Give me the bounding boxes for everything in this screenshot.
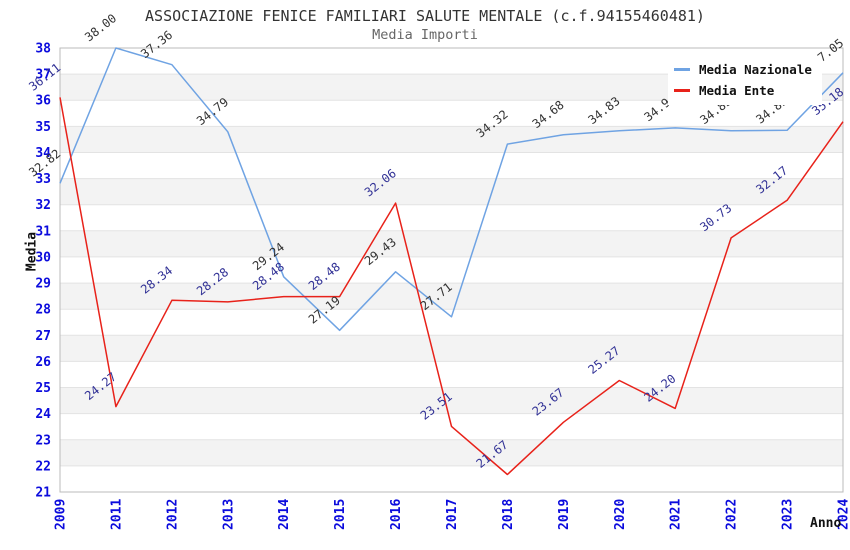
band-stripe (60, 178, 843, 205)
y-tick-label: 21 (35, 486, 51, 501)
media-ente-line-swatch-icon (674, 89, 690, 92)
data-point-label: 30.73 (697, 201, 734, 234)
y-tick-label: 35 (35, 120, 51, 135)
y-tick-label: 36 (35, 94, 51, 109)
band-stripe (60, 335, 843, 362)
y-tick-label: 32 (35, 198, 51, 213)
y-tick-label: 29 (35, 277, 51, 292)
legend: Media Nazionale Media Ente (668, 57, 822, 105)
data-point-label: 38.00 (82, 11, 119, 44)
x-tick-label: 2012 (165, 499, 180, 530)
legend-label: Media Nazionale (699, 62, 812, 77)
x-tick-label: 2011 (109, 499, 124, 530)
y-tick-label: 28 (35, 303, 51, 318)
x-tick-label: 2020 (613, 499, 628, 530)
y-tick-label: 33 (35, 172, 51, 187)
data-point-label: 37.36 (138, 28, 175, 61)
x-tick-label: 2021 (669, 499, 684, 530)
band-stripe (60, 439, 843, 466)
x-axis-title: Anno (810, 516, 842, 531)
y-tick-label: 30 (35, 250, 51, 265)
legend-item-media-nazionale: Media Nazionale (674, 62, 812, 77)
y-axis-title: Media (24, 231, 40, 272)
plot-border (59, 47, 844, 493)
band-stripe (60, 230, 843, 257)
chart-subtitle: Media Importi (372, 27, 478, 43)
legend-label: Media Ente (699, 83, 775, 98)
x-tick-label: 2019 (557, 499, 572, 530)
y-tick-label: 27 (35, 329, 51, 344)
x-tick-label: 2009 (54, 499, 69, 530)
y-tick-label: 38 (35, 42, 51, 57)
y-tick-label: 25 (35, 381, 51, 396)
y-tick-label: 24 (35, 407, 51, 422)
x-tick-label: 2023 (781, 499, 796, 530)
series-line-media-nazionale (59, 47, 844, 332)
x-tick-label: 2022 (725, 499, 740, 530)
chart-title: ASSOCIAZIONE FENICE FAMILIARI SALUTE MEN… (145, 7, 705, 25)
x-tick-label: 2024 (837, 499, 850, 530)
x-tick-label: 2018 (501, 499, 516, 530)
x-tick-label: 2014 (277, 499, 292, 530)
media-nazionale-line-swatch-icon (674, 68, 690, 71)
x-tick-label: 2013 (221, 499, 236, 530)
series-line-media-ente (59, 97, 844, 476)
y-tick-label: 37 (35, 68, 51, 83)
y-tick-label: 34 (35, 146, 51, 161)
legend-item-media-ente: Media Ente (674, 83, 812, 98)
y-tick-label: 23 (35, 433, 51, 448)
y-tick-label: 26 (35, 355, 51, 370)
x-tick-label: 2015 (333, 499, 348, 530)
y-tick-label: 31 (35, 224, 51, 239)
y-tick-label: 22 (35, 459, 51, 474)
x-tick-label: 2016 (389, 499, 404, 530)
band-stripe (60, 126, 843, 153)
x-tick-label: 2017 (445, 499, 460, 530)
band-stripe (60, 387, 843, 414)
data-point-label: 36.11 (26, 60, 63, 93)
